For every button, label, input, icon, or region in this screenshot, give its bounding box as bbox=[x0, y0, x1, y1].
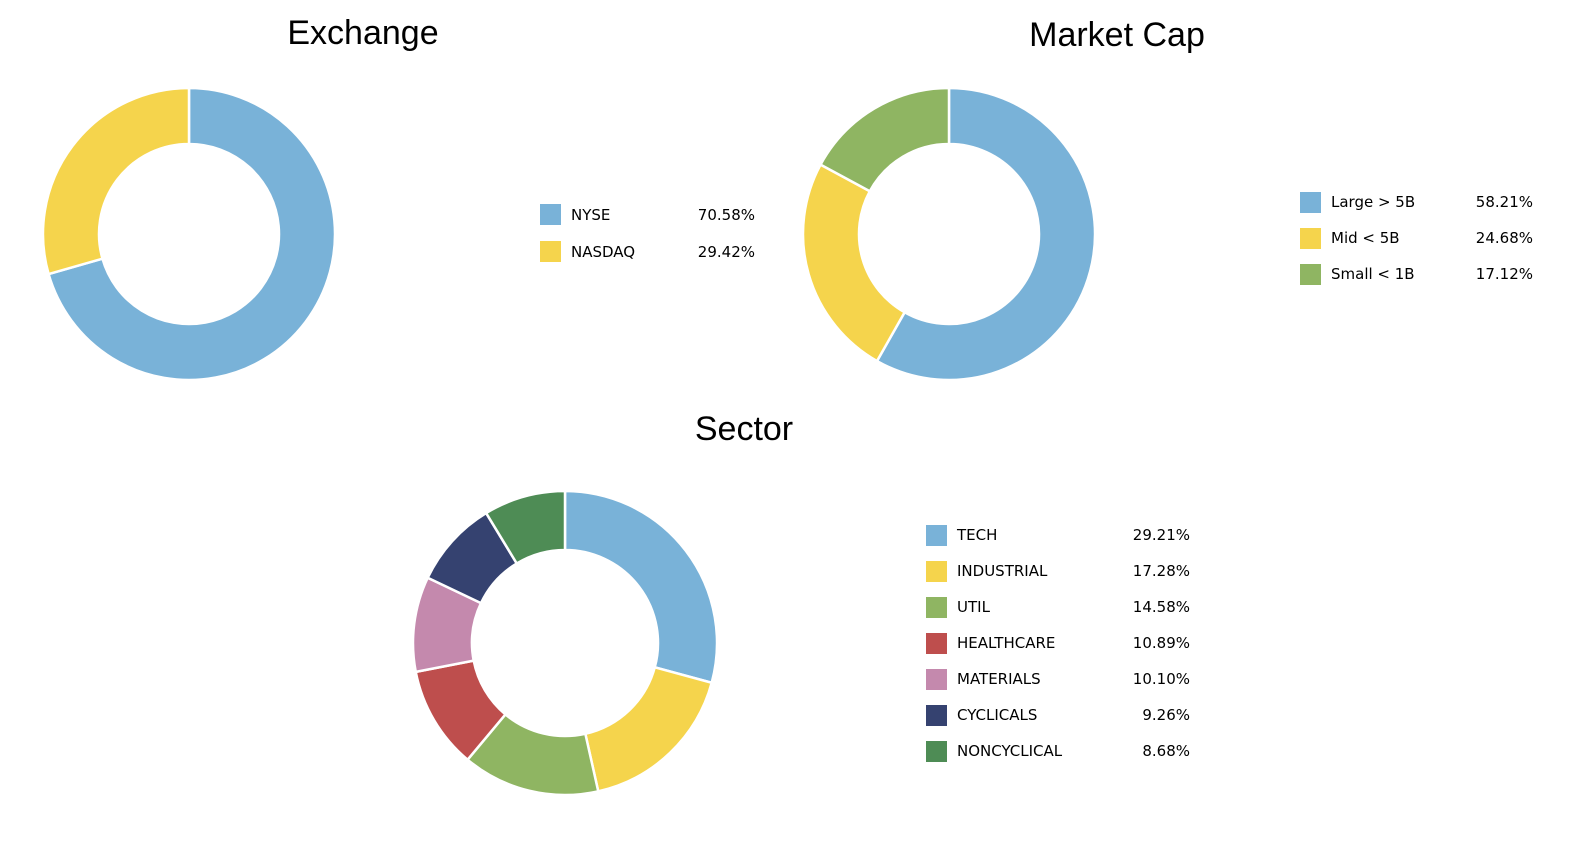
noncyclical-swatch bbox=[926, 740, 947, 762]
market-cap-legend-item-mid-5b[interactable]: Mid < 5B 24.68% bbox=[1300, 220, 1533, 256]
legend-value: 17.12% bbox=[1475, 265, 1533, 283]
market-cap-legend: Large > 5B 58.21% Mid < 5B 24.68% Small < 1B… bbox=[1300, 184, 1533, 292]
exchange-slice-nasdaq[interactable] bbox=[41, 86, 191, 276]
legend-label: MATERIALS bbox=[957, 670, 1041, 688]
legend-value: 8.68% bbox=[1142, 742, 1190, 760]
healthcare-swatch bbox=[926, 632, 947, 654]
legend-label: TECH bbox=[957, 526, 998, 544]
small-1b-swatch bbox=[1300, 263, 1321, 285]
nasdaq-swatch bbox=[540, 241, 561, 262]
industrial-swatch bbox=[926, 560, 947, 582]
sector-legend-item-materials[interactable]: MATERIALS 10.10% bbox=[926, 661, 1190, 697]
exchange-slice-nyse[interactable] bbox=[47, 86, 337, 382]
market-cap-slice-small-1b[interactable] bbox=[818, 86, 951, 193]
legend-label: Small < 1B bbox=[1331, 265, 1415, 283]
legend-value: 10.10% bbox=[1132, 670, 1190, 688]
sector-legend-item-util[interactable]: UTIL 14.58% bbox=[926, 589, 1190, 625]
market-cap-slice-large-5b[interactable] bbox=[875, 86, 1097, 382]
legend-value: 17.28% bbox=[1132, 562, 1190, 580]
util-swatch bbox=[926, 596, 947, 618]
sector-donut bbox=[411, 489, 719, 797]
legend-label: Large > 5B bbox=[1331, 193, 1416, 211]
sector-legend-item-cyclicals[interactable]: CYCLICALS 9.26% bbox=[926, 697, 1190, 733]
sector-slice-industrial[interactable] bbox=[583, 665, 714, 793]
sector-slice-tech[interactable] bbox=[563, 489, 719, 685]
market-cap-chart-title: Market Cap bbox=[1029, 16, 1205, 54]
exchange-legend-item-nyse[interactable]: NYSE 70.58% bbox=[540, 196, 755, 233]
sector-slice-noncyclical[interactable] bbox=[484, 489, 567, 566]
legend-value: 70.58% bbox=[697, 205, 755, 224]
legend-value: 9.26% bbox=[1142, 706, 1190, 724]
sector-legend-item-noncyclical[interactable]: NONCYCLICAL 8.68% bbox=[926, 733, 1190, 769]
sector-legend-item-healthcare[interactable]: HEALTHCARE 10.89% bbox=[926, 625, 1190, 661]
market-cap-legend-item-small-1b[interactable]: Small < 1B 17.12% bbox=[1300, 256, 1533, 292]
legend-value: 29.42% bbox=[697, 242, 755, 261]
legend-label: CYCLICALS bbox=[957, 706, 1038, 724]
sector-chart-title: Sector bbox=[694, 410, 794, 448]
legend-label: UTIL bbox=[957, 598, 990, 616]
exchange-donut bbox=[41, 86, 337, 382]
legend-label: NYSE bbox=[571, 205, 611, 224]
market-cap-legend-item-large-5b[interactable]: Large > 5B 58.21% bbox=[1300, 184, 1533, 220]
legend-value: 10.89% bbox=[1132, 634, 1190, 652]
cyclicals-swatch bbox=[926, 704, 947, 726]
large-5b-swatch bbox=[1300, 191, 1321, 213]
sector-legend-item-tech[interactable]: TECH 29.21% bbox=[926, 517, 1190, 553]
legend-value: 14.58% bbox=[1132, 598, 1190, 616]
market-cap-slice-mid-5b[interactable] bbox=[801, 162, 907, 363]
sector-legend: TECH 29.21% INDUSTRIAL 17.28% UTIL 14.58% HEAL… bbox=[926, 517, 1190, 769]
legend-label: NASDAQ bbox=[571, 242, 636, 261]
nyse-swatch bbox=[540, 204, 561, 225]
materials-swatch bbox=[926, 668, 947, 690]
exchange-legend-item-nasdaq[interactable]: NASDAQ 29.42% bbox=[540, 233, 755, 270]
legend-value: 58.21% bbox=[1475, 193, 1533, 211]
legend-label: NONCYCLICAL bbox=[957, 742, 1063, 760]
exchange-chart-title: Exchange bbox=[287, 14, 439, 52]
legend-value: 29.21% bbox=[1132, 526, 1190, 544]
legend-label: Mid < 5B bbox=[1331, 229, 1400, 247]
tech-swatch bbox=[926, 524, 947, 546]
sector-legend-item-industrial[interactable]: INDUSTRIAL 17.28% bbox=[926, 553, 1190, 589]
market-cap-donut bbox=[801, 86, 1097, 382]
exchange-legend: NYSE 70.58% NASDAQ 29.42% bbox=[540, 196, 755, 270]
legend-value: 24.68% bbox=[1475, 229, 1533, 247]
legend-label: INDUSTRIAL bbox=[957, 562, 1048, 580]
mid-5b-swatch bbox=[1300, 227, 1321, 249]
legend-label: HEALTHCARE bbox=[957, 634, 1056, 652]
